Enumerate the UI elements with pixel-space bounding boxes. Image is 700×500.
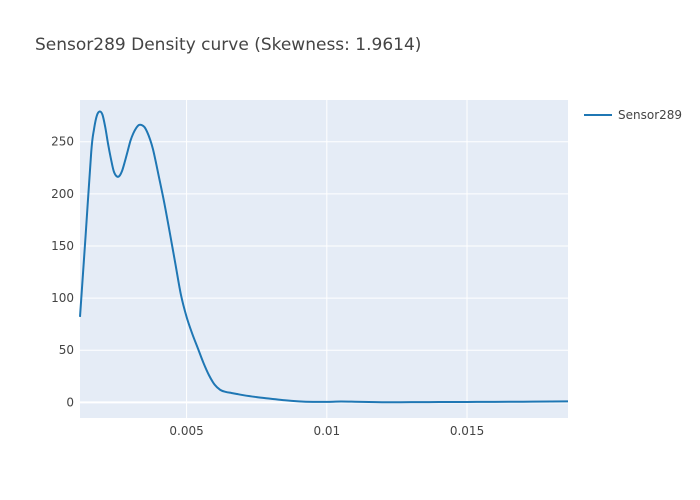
x-tick-label: 0.01 <box>313 424 340 438</box>
series-line-sensor289[interactable] <box>79 110 569 404</box>
y-axis-ticks: 0 50 100 150 200 250 <box>51 135 74 410</box>
y-tick-label: 50 <box>59 343 74 357</box>
legend-label: Sensor289 <box>618 108 682 122</box>
chart-title: Sensor289 Density curve (Skewness: 1.961… <box>35 35 421 55</box>
x-tick-label: 0.015 <box>450 424 484 438</box>
plot-area <box>80 100 568 418</box>
y-tick-label: 150 <box>51 239 74 253</box>
x-tick-label: 0.005 <box>169 424 203 438</box>
y-tick-label: 0 <box>66 395 74 409</box>
x-axis-ticks: 0.005 0.01 0.015 <box>169 424 484 438</box>
y-tick-label: 200 <box>51 187 74 201</box>
y-tick-label: 250 <box>51 135 74 149</box>
legend[interactable]: Sensor289 <box>584 108 682 122</box>
y-tick-label: 100 <box>51 291 74 305</box>
